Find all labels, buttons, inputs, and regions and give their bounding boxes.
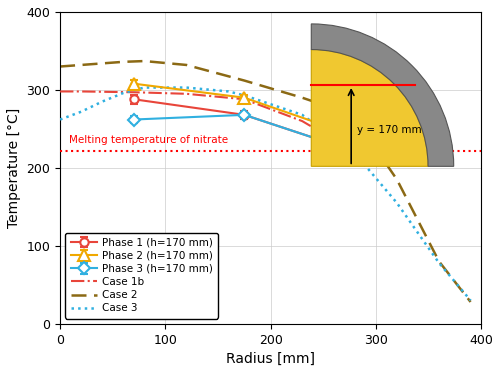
Case 2 (242, 78, 248, 83)
Case 1b (57, 89, 63, 94)
Case 3 (226, 89, 232, 94)
Case 3 (350, 148, 356, 153)
Case 3 (120, 91, 126, 95)
Case 2 (88, 62, 94, 66)
Text: y = 170 mm: y = 170 mm (357, 125, 422, 135)
Case 3 (57, 117, 63, 122)
Case 3 (242, 93, 248, 98)
Case 1b (350, 148, 356, 153)
Text: Melting temperature of nitrate: Melting temperature of nitrate (68, 135, 228, 145)
Case 3 (99, 99, 105, 104)
Case 1b (131, 90, 137, 94)
Case 1b (242, 97, 248, 101)
Case 1b (299, 119, 305, 123)
Case 2 (350, 113, 356, 117)
Wedge shape (312, 50, 428, 166)
Case 2 (299, 95, 305, 100)
Case 2 (184, 63, 190, 67)
Case 2 (468, 300, 473, 304)
Case 3 (468, 298, 473, 303)
Case 2 (394, 177, 400, 182)
Case 2 (142, 59, 148, 63)
Wedge shape (312, 24, 454, 166)
Case 3 (78, 110, 84, 114)
Case 2 (57, 64, 63, 69)
Case 2 (436, 259, 442, 264)
Case 2 (120, 60, 126, 64)
Line: Case 2: Case 2 (60, 61, 470, 302)
Case 3 (184, 85, 190, 90)
Case 3 (142, 85, 148, 90)
X-axis label: Radius [mm]: Radius [mm] (226, 352, 315, 366)
Line: Case 1b: Case 1b (60, 91, 352, 151)
Case 1b (78, 89, 84, 94)
Line: Case 3: Case 3 (60, 88, 470, 300)
Y-axis label: Temperature [°C]: Temperature [°C] (7, 108, 21, 228)
Case 3 (299, 113, 305, 117)
Case 3 (394, 201, 400, 205)
Case 3 (436, 261, 442, 265)
Legend: Phase 1 (h=170 mm), Phase 2 (h=170 mm), Phase 3 (h=170 mm), Case 1b, Case 2, Cas: Phase 1 (h=170 mm), Phase 2 (h=170 mm), … (66, 232, 218, 319)
Case 1b (184, 91, 190, 96)
